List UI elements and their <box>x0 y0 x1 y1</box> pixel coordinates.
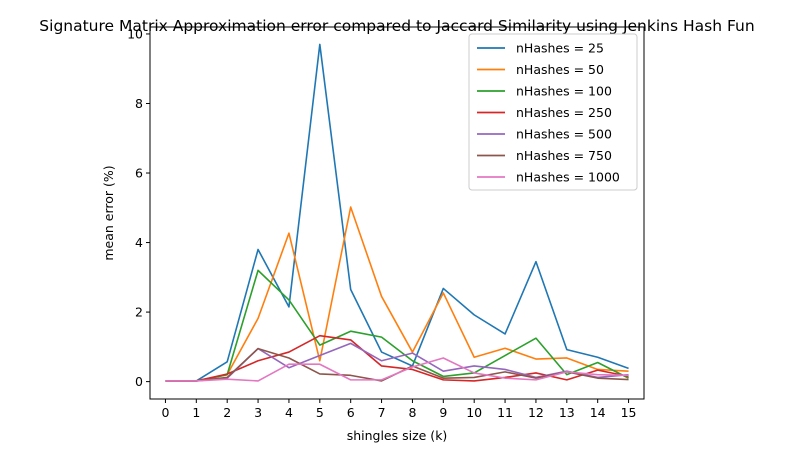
x-tick-label: 1 <box>192 405 200 420</box>
x-tick-label: 3 <box>254 405 262 420</box>
x-tick-label: 8 <box>408 405 416 420</box>
chart-title: Signature Matrix Approximation error com… <box>39 17 754 35</box>
y-tick-label: 0 <box>135 374 143 389</box>
x-axis: 0 1 2 3 4 5 6 7 8 9 10 11 12 13 14 15 <box>161 399 637 420</box>
y-tick-label: 4 <box>135 235 143 250</box>
x-tick-label: 10 <box>466 405 482 420</box>
legend-entry: nHashes = 750 <box>516 148 612 163</box>
x-tick-label: 6 <box>347 405 355 420</box>
legend-box <box>468 33 638 191</box>
y-axis: 0 2 4 6 8 10 <box>127 26 150 389</box>
legend-entry: nHashes = 1000 <box>516 170 620 185</box>
plot-frame <box>149 26 645 400</box>
series-line-2 <box>165 269 629 382</box>
x-tick-label: 15 <box>621 405 637 420</box>
legend-entry: nHashes = 250 <box>516 105 612 120</box>
x-tick-label: 11 <box>497 405 513 420</box>
x-tick-label: 7 <box>378 405 386 420</box>
y-axis-label: mean error (%) <box>101 165 116 260</box>
legend-entry: nHashes = 25 <box>516 41 604 56</box>
x-tick-label: 14 <box>590 405 606 420</box>
legend-entry: nHashes = 50 <box>516 62 604 77</box>
x-tick-label: 4 <box>285 405 293 420</box>
series-line-0 <box>165 43 629 382</box>
x-tick-label: 9 <box>439 405 447 420</box>
legend-entry: nHashes = 500 <box>516 127 612 142</box>
x-tick-label: 0 <box>161 405 169 420</box>
y-tick-label: 10 <box>127 26 143 41</box>
x-tick-label: 5 <box>316 405 324 420</box>
x-tick-label: 12 <box>528 405 544 420</box>
legend: nHashes = 25 nHashes = 50 nHashes = 100 nHa… <box>468 33 638 191</box>
y-tick-label: 2 <box>135 305 143 320</box>
y-tick-label: 8 <box>135 96 143 111</box>
series-line-6 <box>165 357 629 382</box>
series-layer <box>165 43 629 382</box>
y-tick-label: 6 <box>135 166 143 181</box>
x-axis-label: shingles size (k) <box>347 428 448 443</box>
x-tick-label: 2 <box>223 405 231 420</box>
legend-entry: nHashes = 100 <box>516 84 612 99</box>
x-tick-label: 13 <box>559 405 575 420</box>
series-line-1 <box>165 206 629 382</box>
